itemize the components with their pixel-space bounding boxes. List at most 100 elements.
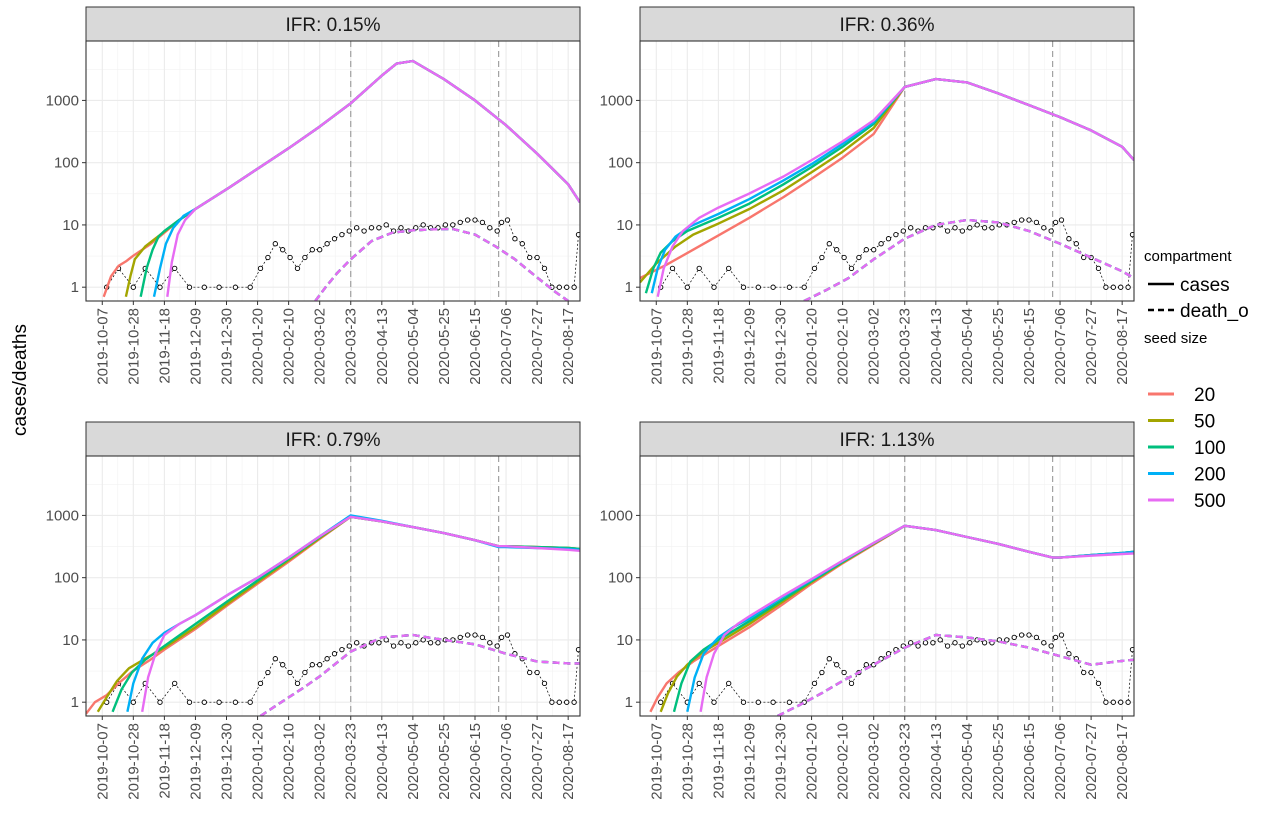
observed-death-point bbox=[696, 265, 702, 272]
observed-death-point bbox=[885, 236, 892, 242]
y-tick-label: 1000 bbox=[46, 507, 79, 524]
observed-death-point bbox=[494, 228, 500, 234]
observed-death-point bbox=[324, 656, 330, 662]
observed-death-point bbox=[959, 228, 966, 234]
observed-death-point bbox=[848, 680, 855, 687]
x-tick-label: 2020-02-10 bbox=[835, 723, 852, 800]
observed-death-point bbox=[346, 643, 352, 649]
observed-death-point bbox=[541, 680, 548, 687]
observed-death-point bbox=[989, 225, 995, 231]
observed-death-point bbox=[575, 646, 580, 653]
observed-death-point bbox=[755, 284, 761, 290]
observed-death-point bbox=[856, 254, 862, 261]
observed-death-point bbox=[331, 651, 338, 657]
x-tick-label: 2020-02-10 bbox=[835, 308, 852, 385]
observed-death-point bbox=[186, 699, 193, 705]
observed-death-point bbox=[826, 656, 832, 662]
x-tick-label: 2020-04-13 bbox=[374, 723, 391, 800]
x-tick-label: 2020-05-25 bbox=[436, 308, 453, 385]
observed-death-point bbox=[442, 222, 449, 228]
observed-death-point bbox=[1103, 284, 1109, 290]
x-tick-label: 2019-12-30 bbox=[773, 308, 790, 385]
x-tick-label: 2019-10-07 bbox=[94, 308, 111, 385]
x-tick-label: 2020-03-23 bbox=[897, 723, 914, 800]
facet-panel: IFR: 0.15% 1 10 100 1000 2019-10-07 2019-10-28… bbox=[46, 6, 581, 385]
observed-death-point bbox=[952, 225, 958, 231]
x-tick-label: 2019-12-09 bbox=[187, 723, 204, 800]
x-tick-label: 2019-12-30 bbox=[219, 723, 236, 800]
observed-death-point bbox=[294, 265, 301, 272]
x-tick-label: 2019-11-18 bbox=[710, 308, 727, 384]
observed-death-point bbox=[1095, 265, 1102, 272]
observed-death-point bbox=[413, 640, 419, 646]
x-tick-label: 2020-04-13 bbox=[928, 723, 945, 800]
observed-death-point bbox=[302, 254, 308, 261]
plot-background bbox=[86, 41, 580, 301]
observed-death-point bbox=[1018, 632, 1025, 638]
observed-death-point bbox=[915, 643, 921, 649]
observed-death-point bbox=[811, 265, 818, 272]
observed-death-point bbox=[556, 284, 562, 290]
legend-label-seed-20: 20 bbox=[1194, 385, 1215, 406]
series-line-death_o-500 bbox=[259, 633, 580, 716]
observed-death-point bbox=[1041, 225, 1047, 231]
observed-death-point bbox=[841, 254, 847, 261]
observed-death-point bbox=[487, 225, 493, 231]
observed-death-point bbox=[863, 247, 869, 253]
observed-death-point bbox=[740, 284, 747, 290]
facet-strip-label: IFR: 0.36% bbox=[839, 15, 934, 36]
observed-death-point bbox=[556, 699, 562, 705]
facet-strip bbox=[85, 421, 581, 457]
legend-label-cases: cases bbox=[1180, 275, 1230, 296]
observed-death-point bbox=[272, 241, 278, 247]
observed-death-point bbox=[786, 284, 793, 290]
observed-death-point bbox=[534, 669, 540, 676]
observed-death-point bbox=[1110, 284, 1116, 290]
observed-death-point bbox=[257, 680, 264, 687]
observed-death-point bbox=[216, 699, 222, 705]
observed-death-point bbox=[871, 247, 877, 253]
observed-death-point bbox=[435, 640, 441, 646]
observed-death-point bbox=[232, 699, 239, 705]
x-tick-label: 2020-06-15 bbox=[467, 308, 484, 385]
observed-death-point bbox=[996, 222, 1003, 228]
observed-death-point bbox=[272, 656, 278, 662]
x-tick-label: 2020-05-04 bbox=[405, 308, 422, 385]
observed-death-point bbox=[811, 680, 818, 687]
observed-death-point bbox=[726, 680, 732, 687]
observed-death-point bbox=[1081, 254, 1087, 261]
x-tick-label: 2019-10-28 bbox=[125, 723, 142, 800]
x-tick-label: 2020-05-04 bbox=[959, 308, 976, 385]
x-tick-label: 2020-04-13 bbox=[928, 308, 945, 385]
observed-death-point bbox=[450, 222, 456, 228]
observed-death-point bbox=[186, 284, 193, 290]
observed-death-point bbox=[216, 284, 222, 290]
x-tick-label: 2020-05-04 bbox=[405, 723, 422, 800]
observed-death-point bbox=[974, 222, 980, 228]
observed-death-point bbox=[420, 637, 426, 643]
observed-death-point bbox=[172, 680, 178, 687]
observed-death-point bbox=[498, 219, 505, 226]
observed-death-point bbox=[309, 247, 315, 253]
series-line-cases-500 bbox=[656, 77, 1134, 298]
observed-death-point bbox=[1033, 219, 1040, 226]
observed-death-point bbox=[1066, 651, 1072, 657]
observed-death-point bbox=[1026, 217, 1032, 223]
y-tick-label: 10 bbox=[62, 632, 79, 649]
facet-strip bbox=[639, 421, 1135, 457]
observed-death-point bbox=[172, 265, 178, 272]
observed-death-point bbox=[826, 241, 832, 247]
facet-strip-label: IFR: 1.13% bbox=[839, 430, 934, 451]
observed-death-point bbox=[487, 640, 493, 646]
x-tick-label: 2020-03-02 bbox=[866, 308, 883, 385]
legend-label-seed-100: 100 bbox=[1194, 438, 1226, 459]
x-tick-label: 2020-03-02 bbox=[866, 723, 883, 800]
observed-death-point bbox=[317, 247, 323, 253]
observed-death-point bbox=[564, 284, 570, 290]
x-tick-label: 2020-06-15 bbox=[1021, 308, 1038, 385]
series-line-death_o-500 bbox=[803, 218, 1134, 301]
observed-death-point bbox=[354, 225, 360, 231]
observed-death-point bbox=[952, 640, 958, 646]
x-tick-label: 2019-10-28 bbox=[679, 723, 696, 800]
